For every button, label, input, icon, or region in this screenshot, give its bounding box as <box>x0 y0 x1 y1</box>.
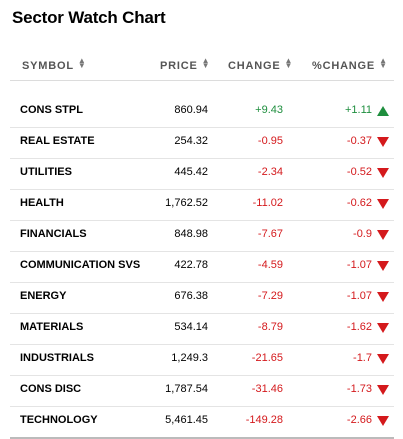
row-symbol[interactable]: CONS STPL <box>20 104 83 116</box>
table-row[interactable]: FINANCIALS 848.98 -7.67 -0.9 <box>10 221 394 252</box>
row-pct-change: -2.66 <box>346 414 372 426</box>
row-pct-change: -1.73 <box>346 383 372 395</box>
row-price: 422.78 <box>174 259 208 271</box>
row-change: -2.34 <box>257 166 283 178</box>
row-change: -4.59 <box>257 259 283 271</box>
row-price: 676.38 <box>174 290 208 302</box>
row-change: -0.95 <box>257 135 283 147</box>
row-symbol[interactable]: FINANCIALS <box>20 228 87 240</box>
table-row[interactable]: MATERIALS 534.14 -8.79 -1.62 <box>10 314 394 345</box>
sector-table-body: CONS STPL 860.94 +9.43 +1.11 REAL ESTATE 254.… <box>10 97 394 439</box>
table-row[interactable]: CONS STPL 860.94 +9.43 +1.11 <box>10 97 394 128</box>
row-pct-change: -1.07 <box>346 259 372 271</box>
triangle-down-icon <box>377 292 389 302</box>
table-row[interactable]: COMMUNICATION SVS 422.78 -4.59 -1.07 <box>10 252 394 283</box>
row-change: -7.29 <box>257 290 283 302</box>
row-pct-change: -1.62 <box>346 321 372 333</box>
row-change: +9.43 <box>255 104 283 116</box>
row-price: 1,787.54 <box>165 383 208 395</box>
row-change: -21.65 <box>251 352 283 364</box>
row-price: 534.14 <box>174 321 208 333</box>
sort-icon[interactable]: ▲ ▼ <box>201 56 211 70</box>
row-price: 860.94 <box>174 104 208 116</box>
triangle-down-icon <box>377 354 389 364</box>
table-header: SYMBOL ▲ ▼ PRICE ▲ ▼ CHANGE ▲ ▼ %CHANGE ▲ ▼ <box>10 50 394 81</box>
row-change: -8.79 <box>257 321 283 333</box>
row-symbol[interactable]: INDUSTRIALS <box>20 352 94 364</box>
column-header-pct-change[interactable]: %CHANGE ▲ ▼ <box>312 56 388 73</box>
row-symbol[interactable]: REAL ESTATE <box>20 135 95 147</box>
column-header-symbol-label: SYMBOL <box>22 60 74 72</box>
triangle-down-icon <box>377 199 389 209</box>
column-header-symbol[interactable]: SYMBOL ▲ ▼ <box>22 56 87 73</box>
triangle-down-icon <box>377 323 389 333</box>
row-symbol[interactable]: HEALTH <box>20 197 64 209</box>
row-pct-change: -0.62 <box>346 197 372 209</box>
page-title: Sector Watch Chart <box>12 8 166 27</box>
row-symbol[interactable]: MATERIALS <box>20 321 84 333</box>
sort-icon[interactable]: ▲ ▼ <box>77 56 87 70</box>
row-price: 848.98 <box>174 228 208 240</box>
row-symbol[interactable]: ENERGY <box>20 290 67 302</box>
column-header-change[interactable]: CHANGE ▲ ▼ <box>228 56 294 73</box>
row-pct-change: -1.07 <box>346 290 372 302</box>
row-price: 254.32 <box>174 135 208 147</box>
triangle-down-icon <box>377 137 389 147</box>
row-symbol[interactable]: COMMUNICATION SVS <box>20 259 141 271</box>
row-price: 1,762.52 <box>165 197 208 209</box>
row-pct-change: -0.9 <box>353 228 372 240</box>
row-price: 445.42 <box>174 166 208 178</box>
row-change: -149.28 <box>245 414 283 426</box>
table-row[interactable]: INDUSTRIALS 1,249.3 -21.65 -1.7 <box>10 345 394 376</box>
column-header-price[interactable]: PRICE ▲ ▼ <box>160 56 211 73</box>
triangle-down-icon <box>377 385 389 395</box>
table-row[interactable]: ENERGY 676.38 -7.29 -1.07 <box>10 283 394 314</box>
column-header-pct-change-label: %CHANGE <box>312 60 376 72</box>
sort-icon[interactable]: ▲ ▼ <box>379 56 388 70</box>
row-change: -11.02 <box>252 197 283 209</box>
column-header-price-label: PRICE <box>160 60 198 72</box>
table-row[interactable]: CONS DISC 1,787.54 -31.46 -1.73 <box>10 376 394 407</box>
row-change: -7.67 <box>257 228 283 240</box>
row-pct-change: -0.37 <box>346 135 372 147</box>
sort-icon[interactable]: ▲ ▼ <box>284 56 294 70</box>
table-row[interactable]: UTILITIES 445.42 -2.34 -0.52 <box>10 159 394 190</box>
row-symbol[interactable]: CONS DISC <box>20 383 82 395</box>
row-pct-change: -0.52 <box>346 166 372 178</box>
triangle-down-icon <box>377 168 389 178</box>
row-price: 1,249.3 <box>171 352 208 364</box>
row-symbol[interactable]: TECHNOLOGY <box>20 414 98 426</box>
table-row[interactable]: TECHNOLOGY 5,461.45 -149.28 -2.66 <box>10 407 394 439</box>
row-change: -31.46 <box>251 383 283 395</box>
row-symbol[interactable]: UTILITIES <box>20 166 72 178</box>
column-header-change-label: CHANGE <box>228 60 281 72</box>
triangle-up-icon <box>377 106 389 116</box>
row-price: 5,461.45 <box>165 414 208 426</box>
triangle-down-icon <box>377 230 389 240</box>
row-pct-change: +1.11 <box>344 104 372 116</box>
table-row[interactable]: HEALTH 1,762.52 -11.02 -0.62 <box>10 190 394 221</box>
table-row[interactable]: REAL ESTATE 254.32 -0.95 -0.37 <box>10 128 394 159</box>
row-pct-change: -1.7 <box>353 352 372 364</box>
triangle-down-icon <box>377 416 389 426</box>
triangle-down-icon <box>377 261 389 271</box>
